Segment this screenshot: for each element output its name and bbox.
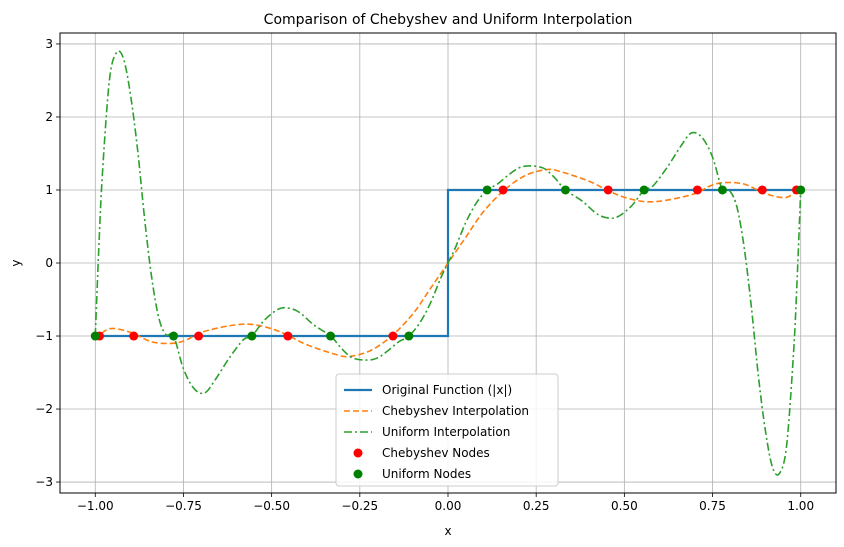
uniform-node (247, 331, 257, 341)
axis-ticks: −1.00 −0.75 −0.50 −0.25 0.00 0.25 0.50 0.75 1.00… (35, 37, 814, 513)
x-tick-label: −1.00 (77, 499, 114, 513)
x-tick-label: 1.00 (787, 499, 814, 513)
y-tick-label: 3 (45, 37, 53, 51)
x-tick-label: −0.75 (165, 499, 202, 513)
uniform-node (404, 331, 414, 341)
chebyshev-node (194, 331, 204, 341)
uniform-node (482, 185, 492, 195)
x-tick-label: −0.50 (253, 499, 290, 513)
uniform-node (717, 185, 727, 195)
chebyshev-node (283, 331, 293, 341)
plot-area (90, 50, 806, 476)
legend: Original Function (|x|) Chebyshev Interpo… (335, 373, 559, 487)
x-tick-label: −0.25 (341, 499, 378, 513)
uniform-node (639, 185, 649, 195)
uniform-node (796, 185, 806, 195)
x-tick-label: 0.00 (435, 499, 462, 513)
y-tick-label: −1 (35, 329, 53, 343)
uniform-node (169, 331, 179, 341)
legend-swatch (353, 469, 363, 479)
chart-title: Comparison of Chebyshev and Uniform Inte… (264, 12, 633, 28)
x-axis-label: x (444, 524, 451, 538)
x-tick-label: 0.75 (699, 499, 726, 513)
legend-label: Original Function (|x|) (382, 383, 512, 397)
uniform-node (326, 331, 336, 341)
legend-label: Chebyshev Nodes (382, 446, 490, 460)
chebyshev-node (757, 185, 767, 195)
y-tick-label: −2 (35, 402, 53, 416)
chebyshev-node (498, 185, 508, 195)
x-tick-label: 0.25 (523, 499, 550, 513)
uniform-node (90, 331, 100, 341)
y-tick-label: 2 (45, 110, 53, 124)
legend-box (335, 373, 559, 487)
chebyshev-node (692, 185, 702, 195)
y-tick-label: 0 (45, 256, 53, 270)
legend-label: Uniform Interpolation (382, 425, 510, 439)
x-tick-label: 0.50 (611, 499, 638, 513)
y-axis-label: y (9, 259, 23, 266)
chebyshev-node (388, 331, 398, 341)
legend-swatch (353, 448, 363, 458)
y-tick-label: −3 (35, 475, 53, 489)
legend-label: Uniform Nodes (382, 467, 471, 481)
legend-label: Chebyshev Interpolation (382, 404, 529, 418)
uniform-node (560, 185, 570, 195)
chebyshev-node (603, 185, 613, 195)
chebyshev-node (129, 331, 139, 341)
y-tick-label: 1 (45, 183, 53, 197)
